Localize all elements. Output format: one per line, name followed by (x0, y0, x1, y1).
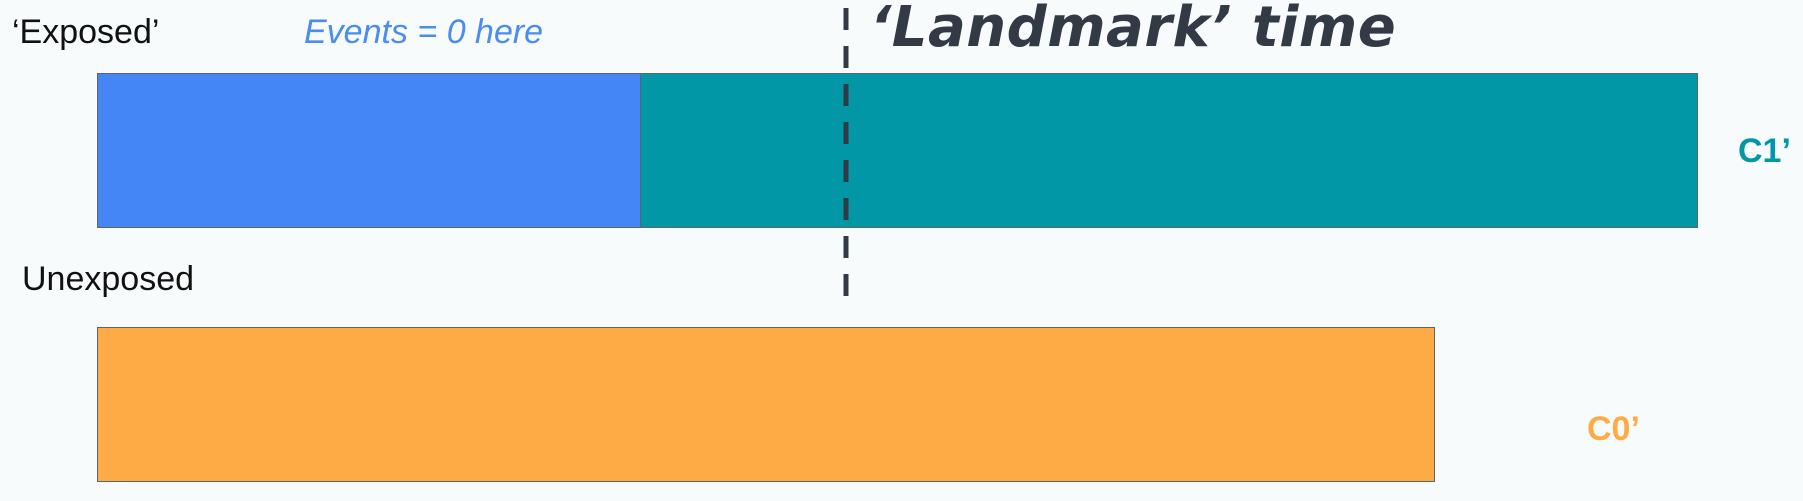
c0-label: C0’ (1587, 410, 1640, 448)
exposed-c1-bar (640, 73, 1698, 228)
unexposed-group-label: Unexposed (22, 260, 195, 298)
landmark-time-dashed-line (843, 8, 849, 298)
landmark-time-title: ‘Landmark’ time (870, 0, 1397, 60)
unexposed-c0-bar (97, 327, 1435, 482)
exposed-no-events-bar (97, 73, 641, 228)
events-zero-note: Events = 0 here (304, 13, 544, 51)
c1-label: C1’ (1738, 132, 1791, 170)
exposed-group-label: ‘Exposed’ (12, 13, 160, 51)
